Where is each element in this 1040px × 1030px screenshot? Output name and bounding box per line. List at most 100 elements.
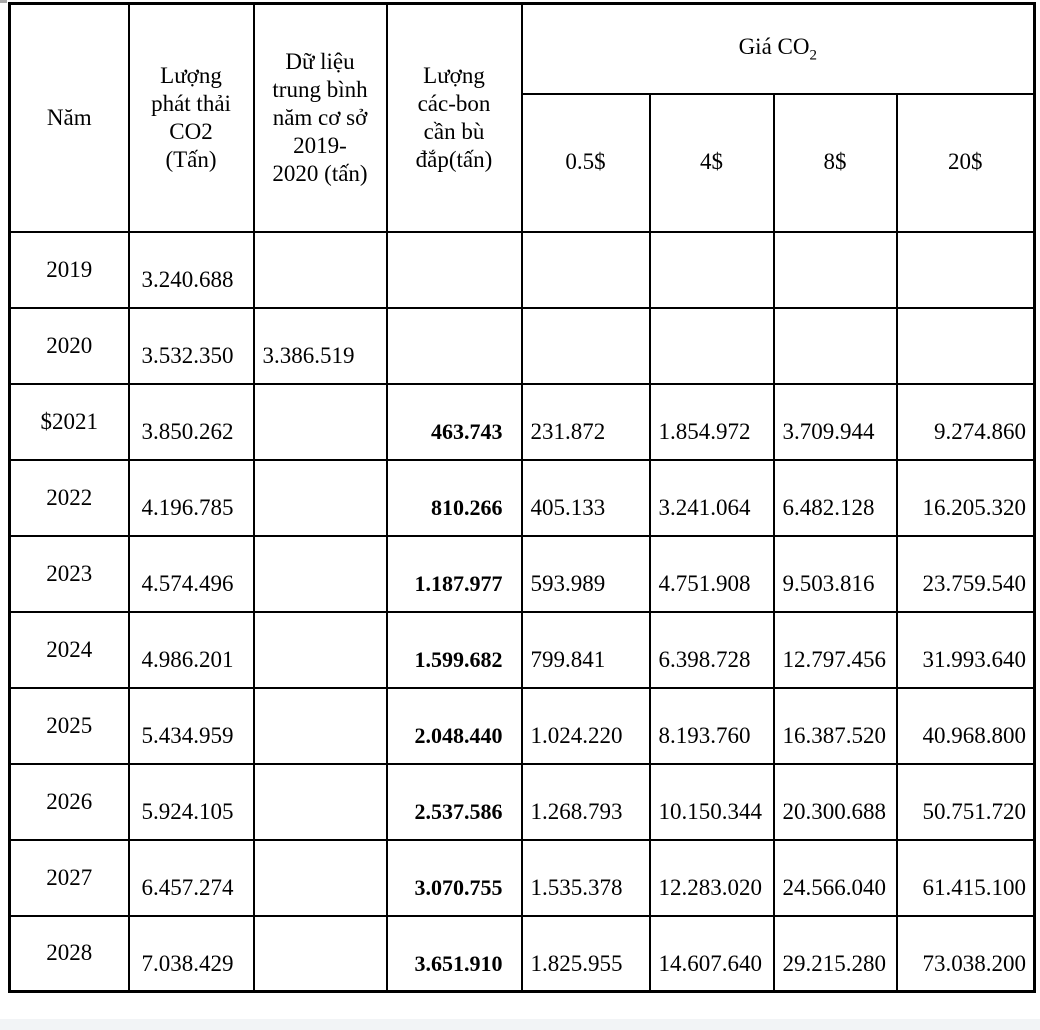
cell-offset: 2.537.586 <box>385 762 523 841</box>
cell-emission: 5.434.959 <box>127 686 255 765</box>
cell-price-4: 14.607.640 <box>648 914 775 993</box>
cell-price-4: 12.283.020 <box>648 838 775 917</box>
cell-offset <box>385 230 523 309</box>
cell-price-8 <box>772 306 898 385</box>
co2-emission-table: Năm Lượng phát thải CO2 (Tấn) Dữ liệu tr… <box>8 2 1037 993</box>
cell-year: $2021 <box>8 382 130 461</box>
header-price-8: 8$ <box>772 92 898 233</box>
cell-price-20 <box>895 306 1036 385</box>
cell-price-8: 20.300.688 <box>772 762 898 841</box>
header-row-prices: 0.5$ 4$ 8$ 20$ <box>10 92 1036 233</box>
cell-year: 2019 <box>8 230 130 309</box>
cell-price-0-5: 1.268.793 <box>520 762 651 841</box>
header-offset: Lượng các-bon cần bù đắp(tấn) <box>385 2 523 233</box>
cell-price-8: 6.482.128 <box>772 458 898 537</box>
cell-emission: 3.850.262 <box>127 382 255 461</box>
cell-year: 2020 <box>8 306 130 385</box>
cell-price-20: 73.038.200 <box>895 914 1036 993</box>
cell-baseline <box>252 686 388 765</box>
cell-price-0-5: 1.535.378 <box>520 838 651 917</box>
cell-price-0-5: 231.872 <box>520 382 651 461</box>
header-row-group: Năm Lượng phát thải CO2 (Tấn) Dữ liệu tr… <box>8 2 1036 233</box>
cell-offset: 2.048.440 <box>385 686 523 765</box>
cell-emission: 3.532.350 <box>127 306 255 385</box>
cell-price-0-5 <box>520 306 651 385</box>
cell-year: 2025 <box>8 686 130 765</box>
cell-year: 2022 <box>8 458 130 537</box>
table-row: $2021 3.850.262 463.743 231.872 1.854.97… <box>8 382 1036 461</box>
cell-price-0-5: 593.989 <box>520 534 651 613</box>
cell-year: 2023 <box>8 534 130 613</box>
cell-price-20: 16.205.320 <box>895 458 1036 537</box>
cell-offset: 463.743 <box>385 382 523 461</box>
table-row: 2022 4.196.785 810.266 405.133 3.241.064… <box>8 458 1036 537</box>
cell-price-20 <box>895 230 1036 309</box>
page-bottom-strip <box>0 1019 1040 1030</box>
cell-baseline <box>252 610 388 689</box>
cell-price-20: 9.274.860 <box>895 382 1036 461</box>
cell-price-20: 61.415.100 <box>895 838 1036 917</box>
cell-offset <box>385 306 523 385</box>
cell-price-0-5: 405.133 <box>520 458 651 537</box>
cell-baseline <box>252 534 388 613</box>
cell-price-8: 12.797.456 <box>772 610 898 689</box>
cell-baseline <box>252 230 388 309</box>
header-price-group-subscript: 2 <box>809 47 817 64</box>
cell-offset: 810.266 <box>385 458 523 537</box>
header-year: Năm <box>8 2 130 233</box>
header-price-group-text: Giá CO <box>738 33 810 59</box>
cell-price-4 <box>648 306 775 385</box>
header-price-20: 20$ <box>895 92 1036 233</box>
cell-price-0-5: 799.841 <box>520 610 651 689</box>
table-row: 2028 7.038.429 3.651.910 1.825.955 14.60… <box>8 914 1036 993</box>
table-row: 2023 4.574.496 1.187.977 593.989 4.751.9… <box>8 534 1036 613</box>
header-baseline: Dữ liệu trung bình năm cơ sở 2019-2020 (… <box>252 2 388 233</box>
cell-price-4: 6.398.728 <box>648 610 775 689</box>
cell-emission: 5.924.105 <box>127 762 255 841</box>
cell-year: 2024 <box>8 610 130 689</box>
table-row: 2020 3.532.350 3.386.519 <box>8 306 1036 385</box>
table-row: 2025 5.434.959 2.048.440 1.024.220 8.193… <box>8 686 1036 765</box>
cell-price-20: 23.759.540 <box>895 534 1036 613</box>
header-price-0-5: 0.5$ <box>520 92 651 233</box>
header-price-4: 4$ <box>648 92 775 233</box>
cell-price-8: 3.709.944 <box>772 382 898 461</box>
table-row: 2019 3.240.688 <box>8 230 1036 309</box>
cell-offset: 3.070.755 <box>385 838 523 917</box>
cell-price-4: 3.241.064 <box>648 458 775 537</box>
cell-price-8: 24.566.040 <box>772 838 898 917</box>
cell-year: 2028 <box>8 914 130 993</box>
table-row: 2024 4.986.201 1.599.682 799.841 6.398.7… <box>8 610 1036 689</box>
cell-year: 2026 <box>8 762 130 841</box>
cell-baseline <box>252 762 388 841</box>
cell-price-0-5: 1.825.955 <box>520 914 651 993</box>
cell-baseline <box>252 914 388 993</box>
cell-emission: 4.574.496 <box>127 534 255 613</box>
cell-price-0-5: 1.024.220 <box>520 686 651 765</box>
cell-price-4: 10.150.344 <box>648 762 775 841</box>
cell-price-4 <box>648 230 775 309</box>
table-row: 2027 6.457.274 3.070.755 1.535.378 12.28… <box>8 838 1036 917</box>
cell-price-20: 40.968.800 <box>895 686 1036 765</box>
cell-price-4: 1.854.972 <box>648 382 775 461</box>
cell-price-8: 16.387.520 <box>772 686 898 765</box>
cell-offset: 1.599.682 <box>385 610 523 689</box>
cell-emission: 7.038.429 <box>127 914 255 993</box>
cell-emission: 3.240.688 <box>127 230 255 309</box>
cell-price-4: 4.751.908 <box>648 534 775 613</box>
cell-baseline <box>252 458 388 537</box>
header-price-group: Giá CO2 <box>520 2 1036 95</box>
cell-baseline <box>252 382 388 461</box>
cell-price-20: 31.993.640 <box>895 610 1036 689</box>
table-row: 2026 5.924.105 2.537.586 1.268.793 10.15… <box>8 762 1036 841</box>
cell-price-20: 50.751.720 <box>895 762 1036 841</box>
cell-price-4: 8.193.760 <box>648 686 775 765</box>
cell-emission: 4.196.785 <box>127 458 255 537</box>
cell-year: 2027 <box>8 838 130 917</box>
cell-price-8: 29.215.280 <box>772 914 898 993</box>
cell-offset: 3.651.910 <box>385 914 523 993</box>
cell-price-0-5 <box>520 230 651 309</box>
cell-price-8: 9.503.816 <box>772 534 898 613</box>
cell-emission: 6.457.274 <box>127 838 255 917</box>
cell-baseline: 3.386.519 <box>252 306 388 385</box>
